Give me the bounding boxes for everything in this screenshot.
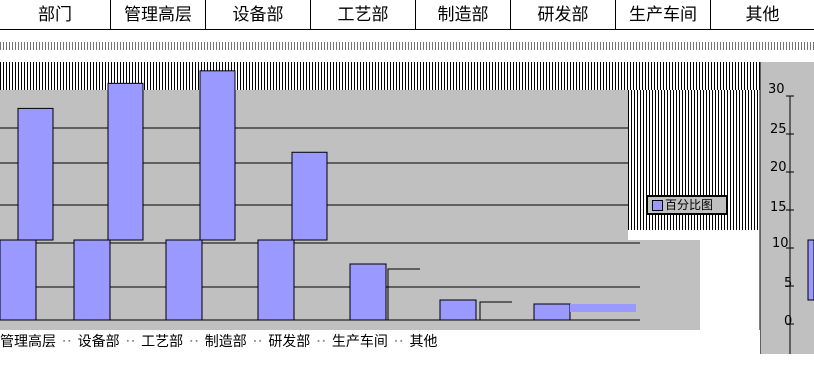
bar: [199, 70, 236, 241]
header-row: 部门 管理高层 设备部 工艺部 制造部 研发部 生产车间 其他: [0, 0, 814, 30]
bottom-margin: [0, 354, 814, 372]
category-label: 设备部: [77, 334, 120, 350]
glitch-mark: ⠐⠂: [121, 335, 140, 349]
header-cell-workshop[interactable]: 生产车间: [615, 0, 710, 30]
y-tick-label: 0: [784, 314, 793, 329]
category-label: 研发部: [268, 334, 311, 350]
bar: [257, 239, 295, 321]
y-tick-label: 30: [768, 82, 785, 97]
category-labels-row: 管理高层 ⠐⠂ 设备部 ⠐⠂ 工艺部 ⠐⠂ 制造部 ⠐⠂ 研发部 ⠐⠂ 生产车间 ⠐⠂ 其他: [0, 330, 760, 354]
blank-panel: [708, 240, 760, 330]
glitched-data-row: [0, 30, 814, 62]
y-axis-panel: [760, 62, 814, 372]
header-cell-other[interactable]: 其他: [710, 0, 814, 30]
glitch-mark: ⠐⠂: [58, 335, 76, 349]
glitch-line: [479, 301, 512, 320]
legend-label: 百分比图: [665, 198, 714, 212]
y-tick-label: 15: [770, 200, 787, 215]
y-tick-label: 25: [770, 122, 787, 137]
legend-swatch: [652, 200, 663, 211]
category-label: 工艺部: [141, 334, 184, 350]
y-tick-label: 10: [772, 236, 789, 251]
header-cell-department[interactable]: 部门: [0, 0, 110, 30]
header-cell-process[interactable]: 工艺部: [310, 0, 415, 30]
header-cell-equipment[interactable]: 设备部: [205, 0, 310, 30]
header-cell-rnd[interactable]: 研发部: [510, 0, 615, 30]
glitch-mark: ⠐⠂: [248, 335, 267, 349]
category-label: 制造部: [204, 334, 247, 350]
chart-legend[interactable]: 百分比图: [646, 195, 728, 215]
glitch-mark: ⠐⠂: [389, 335, 408, 349]
glitch-line: [387, 268, 420, 320]
glitch-bar: [570, 304, 636, 312]
header-cell-manufacturing[interactable]: 制造部: [415, 0, 510, 30]
category-label: 其他: [409, 334, 438, 350]
bar: [0, 239, 37, 321]
bar: [439, 299, 477, 321]
bar: [73, 239, 111, 321]
bar: [107, 82, 144, 241]
bar: [17, 107, 54, 241]
bar: [533, 303, 571, 321]
category-label: 管理高层: [0, 334, 56, 350]
bar: [349, 263, 387, 321]
bar: [165, 239, 203, 321]
header-cell-management[interactable]: 管理高层: [110, 0, 205, 30]
glitch-band: [0, 42, 814, 50]
category-label: 生产车间: [331, 334, 388, 350]
y-tick-label: 5: [784, 276, 793, 291]
glitch-mark: ⠐⠂: [312, 335, 330, 349]
bar: [291, 151, 328, 241]
y-tick-label: 20: [770, 160, 787, 175]
bar: [807, 239, 814, 301]
glitch-mark: ⠐⠂: [185, 335, 203, 349]
